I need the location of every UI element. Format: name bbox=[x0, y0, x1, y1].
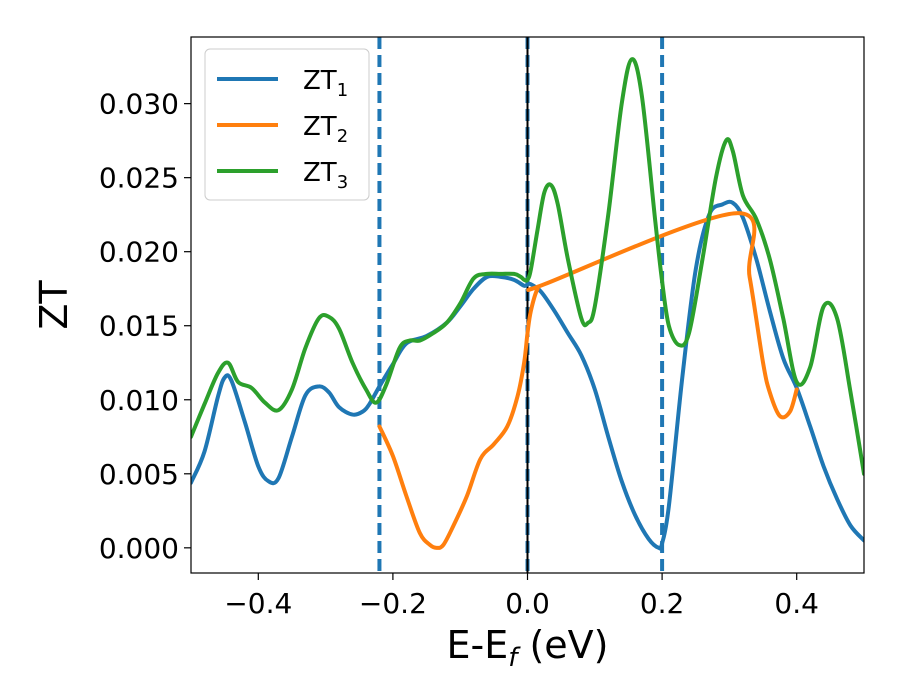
y-axis-title: ZT bbox=[32, 280, 76, 330]
x-axis-title-unit: (eV) bbox=[517, 623, 608, 667]
y-tick-label: 0.005 bbox=[99, 458, 179, 491]
y-tick-label: 0.000 bbox=[99, 532, 179, 565]
x-tick-label: 0.2 bbox=[640, 587, 685, 620]
x-axis-title: E-Ef (eV) bbox=[447, 623, 609, 673]
x-axis-title-main: E-E bbox=[447, 623, 509, 667]
y-tick-label: 0.020 bbox=[99, 236, 179, 269]
y-tick-label: 0.010 bbox=[99, 384, 179, 417]
x-tick-label: −0.2 bbox=[359, 587, 427, 620]
y-tick-label: 0.025 bbox=[99, 162, 179, 195]
vertical-reference-lines bbox=[377, 37, 665, 573]
x-tick-label: 0.0 bbox=[505, 587, 550, 620]
x-axis-ticks: −0.4 −0.2 0.0 0.2 0.4 bbox=[224, 573, 819, 620]
y-tick-label: 0.015 bbox=[99, 310, 179, 343]
y-tick-label: 0.030 bbox=[99, 88, 179, 121]
y-axis-ticks: 0.000 0.005 0.010 0.015 0.020 0.025 0.030 bbox=[99, 88, 191, 565]
legend-label-zt2: ZT2 bbox=[303, 112, 348, 147]
legend-label-zt1: ZT1 bbox=[303, 66, 348, 101]
series-line-zt3 bbox=[191, 57, 864, 476]
legend-label-zt3: ZT3 bbox=[303, 158, 348, 193]
x-tick-label: 0.4 bbox=[774, 587, 819, 620]
legend-box bbox=[204, 48, 370, 201]
x-tick-label: −0.4 bbox=[224, 587, 292, 620]
legend: ZT1 ZT2 ZT3 bbox=[204, 48, 370, 201]
series-lines bbox=[191, 57, 864, 551]
series-line-zt1 bbox=[191, 199, 864, 551]
series-line-zt2 bbox=[377, 211, 799, 550]
